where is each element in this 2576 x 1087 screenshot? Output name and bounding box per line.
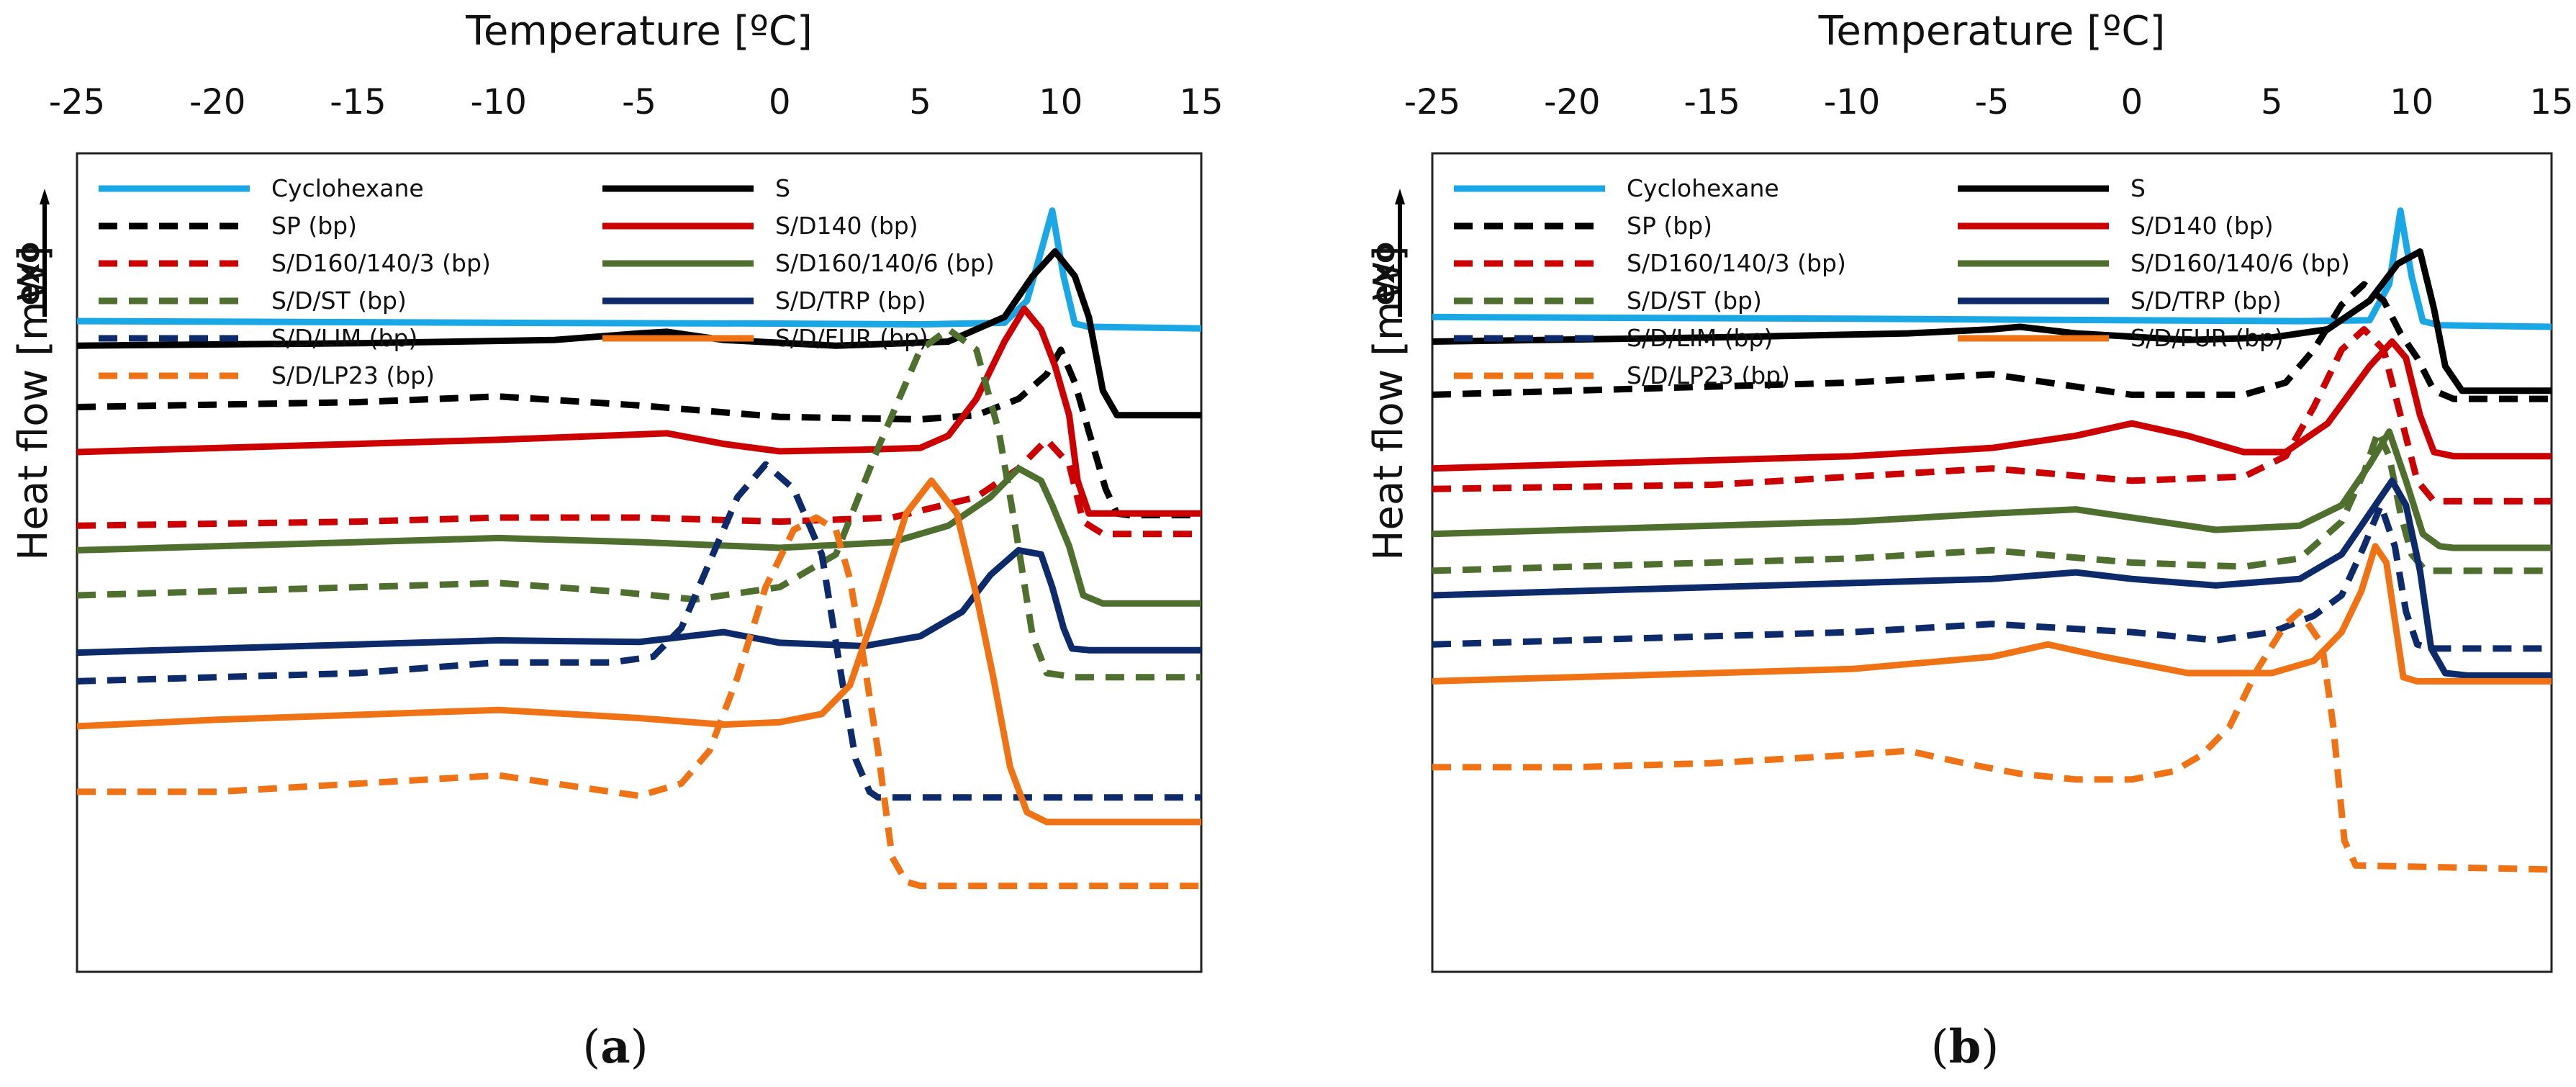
x-tick-label: -10 <box>471 82 527 122</box>
series-line-7 <box>76 326 1201 681</box>
x-tick-label: -20 <box>1544 82 1600 122</box>
series-line-11 <box>77 514 1201 890</box>
x-axis-title: Temperature [ºC] <box>1818 8 2166 55</box>
legend-label: S/D/LP23 (bp) <box>1627 361 1790 389</box>
series-line-5 <box>1432 326 2552 505</box>
series-line-11 <box>1432 608 2552 873</box>
series-line-6 <box>1432 428 2552 551</box>
series-line-1 <box>1432 207 2552 330</box>
x-tick-label: 15 <box>2529 82 2573 122</box>
legend-label: Cyclohexane <box>271 174 424 202</box>
exo-arrow-head <box>1395 189 1405 204</box>
x-tick-label: -10 <box>1824 82 1880 122</box>
x-tick-label: 15 <box>1179 82 1223 122</box>
x-tick-label: -25 <box>1404 82 1460 122</box>
legend-label: S/D/TRP (bp) <box>775 287 926 315</box>
legend-label: S/D/FUR (bp) <box>775 324 928 352</box>
x-tick-label: -15 <box>1684 82 1740 122</box>
legend-label: S/D160/140/6 (bp) <box>775 249 995 277</box>
legend-label: SP (bp) <box>1627 212 1712 240</box>
series-line-2 <box>76 248 1201 419</box>
x-tick-label: 5 <box>909 82 931 122</box>
legend-label: S/D140 (bp) <box>2130 212 2274 240</box>
legend-label: Cyclohexane <box>1627 174 1779 202</box>
x-tick-label: -20 <box>189 82 245 122</box>
panel-label: (b) <box>1931 1020 1999 1074</box>
exo-arrow-head <box>40 189 50 204</box>
x-tick-label: 10 <box>2390 82 2433 122</box>
legend-label: S/D/LIM (bp) <box>1627 324 1773 352</box>
series-line-6 <box>76 465 1201 607</box>
series-line-10 <box>76 477 1201 826</box>
panel-label: (a) <box>582 1020 648 1074</box>
legend-label: S/D/TRP (bp) <box>2130 287 2282 315</box>
legend-label: S/D160/140/3 (bp) <box>271 249 491 277</box>
legend-label: S <box>775 174 790 202</box>
legend-label: S/D/ST (bp) <box>1627 287 1762 315</box>
chart-panel-b: Temperature [ºC] -25 -20 -15 -10 -5 0 5 10 15 Heat… <box>1365 8 2574 1074</box>
y-axis-title: Heat flow [mW] <box>1365 245 1412 560</box>
legend-label: S/D/FUR (bp) <box>2130 324 2284 352</box>
legend-label: S <box>2130 174 2146 202</box>
series-line-9 <box>1432 502 2552 652</box>
x-tick-label: 5 <box>2261 82 2283 122</box>
series-line-8 <box>1432 477 2552 679</box>
exo-label: exo <box>10 242 47 305</box>
legend-label: SP (bp) <box>271 212 357 240</box>
series-line-8 <box>76 546 1201 657</box>
x-tick-label: -5 <box>622 82 656 122</box>
legend-label: S/D/LP23 (bp) <box>271 361 435 389</box>
x-tick-label: -15 <box>330 82 386 122</box>
legend-label: S/D/ST (bp) <box>271 287 407 315</box>
legend-label: S/D140 (bp) <box>775 212 918 240</box>
y-axis-title: Heat flow [mW] <box>10 245 57 560</box>
series-line-4 <box>76 305 1201 517</box>
legend-label: S/D/LIM (bp) <box>271 324 417 352</box>
x-tick-label: -25 <box>49 82 105 122</box>
x-tick-label: 0 <box>769 82 791 122</box>
series-line-3 <box>1432 281 2552 402</box>
exo-label: exo <box>1365 242 1402 305</box>
series-line-10 <box>1432 543 2552 685</box>
x-tick-label: -5 <box>1975 82 2010 122</box>
x-tick-label: 10 <box>1039 82 1083 122</box>
legend-label: S/D160/140/3 (bp) <box>1627 249 1846 277</box>
chart-panel-a: Temperature [ºC] -25 -20 -15 -10 -5 0 5 10 15 Heat… <box>10 8 1224 1074</box>
series-line-9 <box>76 461 1201 801</box>
x-axis-title: Temperature [ºC] <box>465 8 813 55</box>
x-tick-label: 0 <box>2121 82 2143 122</box>
series-line-3 <box>76 346 1201 519</box>
plot-frame <box>76 152 1203 973</box>
legend-label: S/D160/140/6 (bp) <box>2130 249 2350 277</box>
